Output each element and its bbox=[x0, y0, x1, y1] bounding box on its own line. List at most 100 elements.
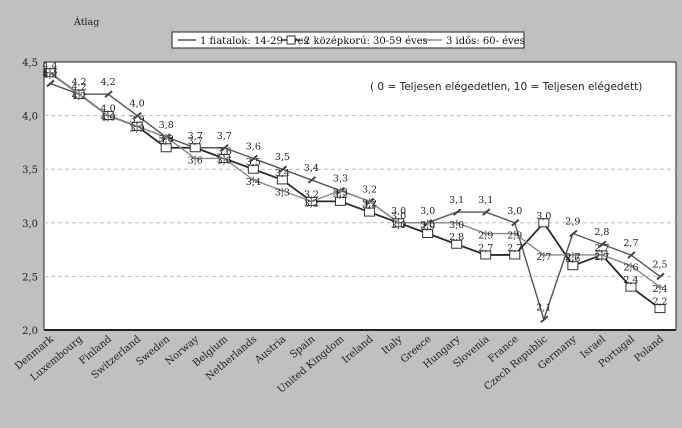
series-2-point-4 bbox=[160, 143, 172, 153]
series-1-point-14 bbox=[453, 208, 462, 216]
series-1-point-6 bbox=[220, 144, 229, 152]
series-3-label-5: 3,6 bbox=[188, 155, 203, 166]
series-3-label-13: 3,0 bbox=[420, 220, 435, 231]
series-1-label-3: 4,0 bbox=[130, 99, 145, 110]
series-2-point-18 bbox=[567, 261, 579, 271]
series-2-point-13 bbox=[422, 229, 434, 239]
series-layer bbox=[44, 68, 666, 324]
legend-box bbox=[171, 31, 525, 49]
series-1-point-16 bbox=[511, 219, 520, 227]
series-3-label-17: 2,7 bbox=[536, 252, 551, 263]
series-3-label-1: 4,2 bbox=[71, 91, 86, 102]
series-1-label-5: 3,7 bbox=[188, 131, 203, 142]
series-3-point-2 bbox=[105, 112, 112, 119]
series-1-label-19: 2,8 bbox=[594, 227, 609, 238]
series-3-point-1 bbox=[76, 91, 83, 98]
series-3-label-20: 2,6 bbox=[623, 263, 638, 274]
series-3-label-6: 3,6 bbox=[217, 155, 232, 166]
series-2-label-4: 3,7 bbox=[159, 136, 174, 147]
series-1-point-2 bbox=[104, 90, 113, 98]
legend-label-2: 2 középkorú: 30-59 éves bbox=[304, 36, 428, 47]
series-3-point-19 bbox=[598, 251, 605, 258]
series-line-2 bbox=[49, 71, 661, 310]
series-1-point-21 bbox=[656, 272, 665, 281]
series-3-point-6 bbox=[221, 155, 228, 162]
series-2-label-17: 3,0 bbox=[536, 211, 551, 222]
series-3-label-11: 3,2 bbox=[362, 198, 377, 209]
series-2-point-10 bbox=[334, 196, 346, 206]
series-3-label-3: 3,9 bbox=[130, 123, 145, 134]
series-3-point-7 bbox=[250, 176, 257, 183]
series-3-label-14: 3,0 bbox=[449, 220, 464, 231]
series-3-point-14 bbox=[453, 219, 460, 226]
series-2-label-0: 4,4 bbox=[42, 61, 57, 72]
series-3-point-4 bbox=[163, 134, 170, 141]
plot-area bbox=[44, 62, 676, 330]
series-1-label-2: 4,2 bbox=[101, 77, 116, 88]
series-1-point-7 bbox=[249, 154, 258, 163]
series-3-label-16: 2,9 bbox=[507, 231, 522, 242]
series-3-point-21 bbox=[657, 284, 663, 291]
series-3-point-20 bbox=[627, 262, 634, 269]
series-2-label-2: 4,0 bbox=[101, 104, 116, 115]
series-3-point-13 bbox=[424, 219, 431, 226]
series-2-point-8 bbox=[276, 175, 288, 185]
series-1-label-10: 3,3 bbox=[333, 174, 348, 185]
series-1-label-18: 2,9 bbox=[565, 217, 580, 228]
series-2-label-7: 3,5 bbox=[246, 157, 261, 168]
series-3-label-9: 3,2 bbox=[304, 198, 319, 209]
series-3-label-10: 3,3 bbox=[333, 188, 348, 199]
series-2-label-8: 3,4 bbox=[275, 168, 290, 179]
series-3-point-11 bbox=[366, 198, 373, 205]
series-2-label-19: 2,7 bbox=[594, 243, 609, 254]
series-2-point-15 bbox=[480, 250, 492, 260]
series-1-point-3 bbox=[133, 111, 142, 120]
series-1-label-7: 3,6 bbox=[246, 141, 261, 152]
series-1-label-15: 3,1 bbox=[478, 195, 493, 206]
series-3-point-16 bbox=[511, 230, 518, 237]
series-1-label-21: 2,5 bbox=[652, 259, 667, 270]
series-3-point-15 bbox=[482, 230, 489, 237]
series-2-point-14 bbox=[451, 239, 463, 249]
series-2-point-7 bbox=[247, 164, 259, 174]
series-2-label-11: 3,1 bbox=[362, 200, 377, 211]
series-1-point-17 bbox=[540, 315, 549, 324]
series-2-point-11 bbox=[364, 207, 376, 217]
series-3-label-0: 4,4 bbox=[42, 70, 57, 81]
series-2-label-10: 3,2 bbox=[333, 189, 348, 200]
series-2-point-20 bbox=[625, 282, 637, 292]
legend-label-3: 3 idős: 60- éves bbox=[446, 36, 525, 47]
series-2-point-16 bbox=[509, 250, 521, 260]
series-1-point-8 bbox=[278, 165, 288, 173]
series-3-label-8: 3,3 bbox=[275, 188, 290, 199]
series-1-label-8: 3,5 bbox=[275, 152, 290, 163]
series-1-point-18 bbox=[569, 229, 578, 238]
series-line-3 bbox=[49, 72, 661, 288]
series-1-point-20 bbox=[627, 251, 636, 259]
y-tick-label-3: 3,5 bbox=[22, 165, 38, 176]
legend-marker-2 bbox=[286, 35, 296, 45]
series-2-label-20: 2,4 bbox=[623, 275, 638, 286]
series-3-point-12 bbox=[395, 219, 402, 226]
series-1-label-9: 3,4 bbox=[304, 163, 319, 174]
series-3-point-3 bbox=[134, 123, 141, 130]
y-tick-label-5: 4,5 bbox=[22, 58, 38, 69]
series-3-point-10 bbox=[337, 187, 344, 194]
series-3-label-7: 3,4 bbox=[246, 177, 261, 188]
series-1-label-14: 3,1 bbox=[449, 195, 464, 206]
series-1-point-0 bbox=[46, 79, 55, 88]
series-1-label-12: 3,0 bbox=[391, 206, 406, 217]
y-tick-label-2: 3,0 bbox=[22, 219, 38, 230]
series-2-point-21 bbox=[654, 304, 666, 314]
series-2-label-3: 3,9 bbox=[130, 114, 145, 125]
series-1-label-6: 3,7 bbox=[217, 131, 232, 142]
series-1-point-19 bbox=[598, 240, 607, 248]
series-2-label-5: 3,7 bbox=[188, 136, 203, 147]
series-3-label-19: 2,7 bbox=[594, 252, 609, 263]
series-3-point-18 bbox=[569, 251, 576, 258]
legend-label-1: 1 fiatalok: 14-29 éves bbox=[200, 36, 309, 47]
series-1-label-13: 3,0 bbox=[420, 206, 435, 217]
series-3-label-15: 2,9 bbox=[478, 231, 493, 242]
